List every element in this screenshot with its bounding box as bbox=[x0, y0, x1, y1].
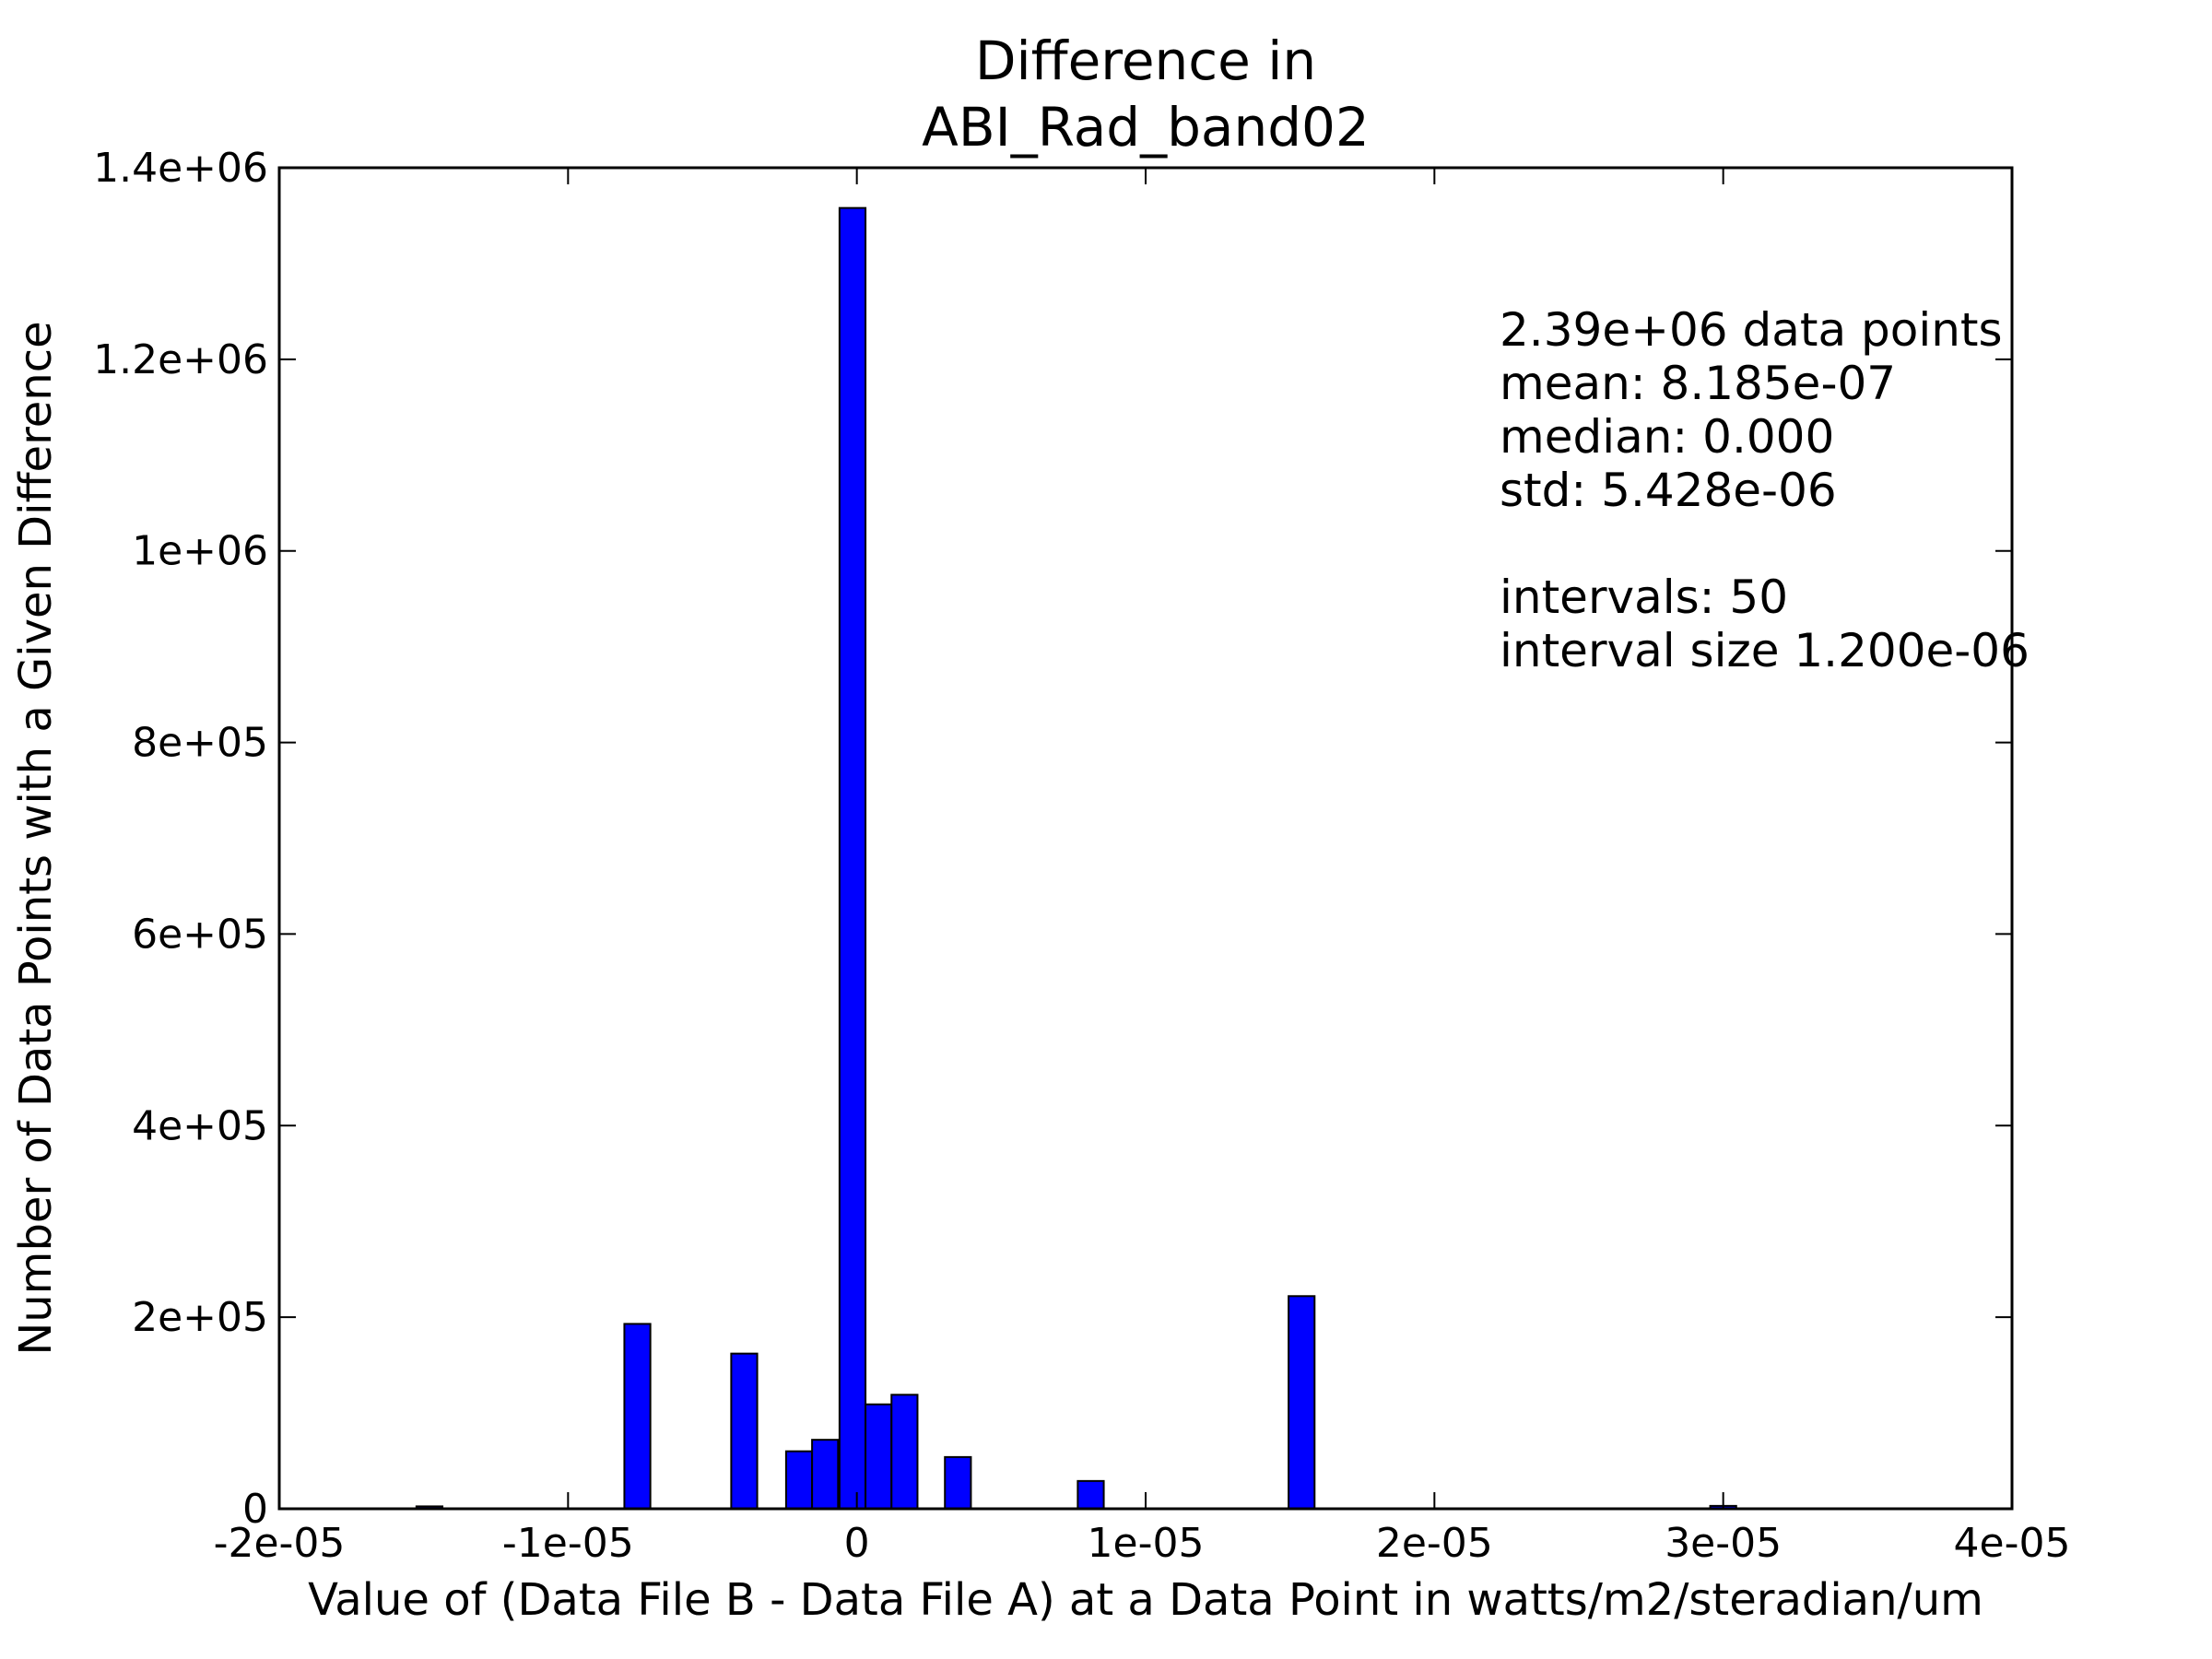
y-axis-label: Number of Data Points with a Given Diffe… bbox=[10, 321, 62, 1355]
histogram-bar-5 bbox=[838, 206, 867, 1510]
y-tick-label: 8e+05 bbox=[132, 720, 268, 767]
stats-annotation-line: interval size 1.200e-06 bbox=[1500, 624, 2030, 677]
stats-annotation-line: intervals: 50 bbox=[1500, 571, 1788, 624]
y-tick-label: 1e+06 bbox=[132, 528, 268, 575]
histogram-bar-6 bbox=[865, 1403, 893, 1510]
labels-layer: -2e-05 -1e-05 0 1e-05 2e-05 3e-05 4e-05 0 2e+05 4… bbox=[10, 29, 2070, 1626]
chart-title-line-0: Difference in bbox=[975, 29, 1316, 92]
histogram-bar-10 bbox=[1288, 1295, 1316, 1511]
x-tick-label: -1e-05 bbox=[502, 1520, 634, 1567]
histogram-bar-8 bbox=[944, 1455, 972, 1511]
histogram-bar-9 bbox=[1077, 1479, 1105, 1510]
x-tick-label: 3e-05 bbox=[1665, 1520, 1782, 1567]
histogram-bar-7 bbox=[890, 1394, 919, 1510]
stats-annotation-line: median: 0.000 bbox=[1500, 410, 1834, 464]
stats-annotation-line: 2.39e+06 data points bbox=[1500, 303, 2003, 357]
plot-frame bbox=[277, 166, 2014, 1511]
x-tick-label: 0 bbox=[844, 1520, 870, 1567]
histogram-bar-3 bbox=[784, 1450, 814, 1511]
y-tick-label: 6e+05 bbox=[132, 911, 268, 958]
stats-annotation-line: std: 5.428e-06 bbox=[1500, 464, 1837, 517]
y-tick-label: 1.4e+06 bbox=[93, 145, 268, 192]
x-tick-label: 2e-05 bbox=[1376, 1520, 1493, 1567]
x-tick-label: 4e-05 bbox=[1954, 1520, 2071, 1567]
bars-layer bbox=[415, 206, 1737, 1511]
y-tick-label: 4e+05 bbox=[132, 1102, 268, 1149]
stats-annotation-line: mean: 8.185e-07 bbox=[1500, 357, 1896, 410]
y-tick-label: 2e+05 bbox=[132, 1294, 268, 1341]
histogram-bar-1 bbox=[623, 1323, 652, 1511]
x-tick-label: 1e-05 bbox=[1088, 1520, 1205, 1567]
histogram-bar-2 bbox=[730, 1352, 759, 1511]
chart-title-line-1: ABI_Rad_band02 bbox=[922, 96, 1370, 159]
y-tick-label: 0 bbox=[242, 1486, 268, 1533]
x-tick-label: -2e-05 bbox=[214, 1520, 346, 1567]
x-axis-label: Value of (Data File B - Data File A) at … bbox=[308, 1574, 1983, 1626]
histogram-bar-4 bbox=[811, 1439, 840, 1511]
y-tick-label: 1.2e+06 bbox=[93, 336, 268, 383]
